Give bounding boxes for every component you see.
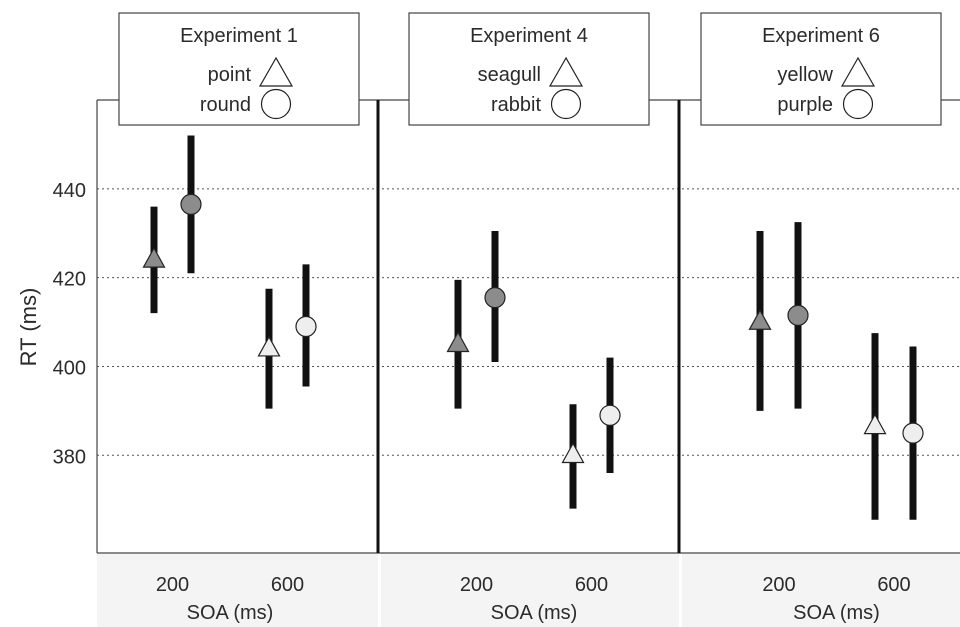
legend-title: Experiment 1 (180, 25, 298, 47)
legend-title: Experiment 6 (762, 25, 880, 47)
panel-1: 200 600 SOA (ms) Experiment 1 point round (118, 12, 360, 624)
x-tick-label: 600 (877, 574, 910, 596)
x-axis-title: SOA (ms) (187, 602, 274, 624)
legend-label: seagull (478, 64, 541, 86)
triangle-marker (863, 413, 887, 435)
triangle-marker (561, 442, 585, 464)
legend-label: rabbit (491, 94, 541, 116)
x-tick-label: 200 (460, 574, 493, 596)
legend-frame (118, 12, 360, 126)
y-axis-label: RT (ms) (16, 288, 41, 367)
circle-marker (295, 315, 317, 338)
circle-marker (787, 304, 809, 326)
x-axis-title: SOA (ms) (491, 602, 578, 624)
legend-box: Experiment 1 point round (118, 12, 360, 126)
legend-circle-icon (550, 88, 582, 120)
x-axis-strip (682, 554, 960, 627)
legend-triangle-icon (840, 56, 876, 87)
x-tick-label: 200 (762, 574, 795, 596)
circle-marker (484, 287, 506, 309)
y-tick-label: 380 (53, 446, 86, 468)
x-axis-title: SOA (ms) (793, 602, 880, 624)
legend-circle-icon (260, 88, 292, 120)
legend-label: purple (777, 94, 833, 116)
triangle-marker (142, 246, 166, 268)
x-axis-strip (381, 554, 679, 627)
x-tick-label: 600 (575, 574, 608, 596)
legend-triangle-icon (548, 56, 584, 87)
legend-circle-icon (842, 88, 874, 120)
legend-frame (408, 12, 650, 126)
legend-label: yellow (777, 64, 833, 86)
legend-label: round (200, 94, 251, 116)
x-tick-label: 600 (271, 574, 304, 596)
legend-box: Experiment 6 yellow purple (700, 12, 942, 126)
legend-triangle-icon (258, 56, 294, 87)
plot-area: 380 400 420 440 200 600 SOA (ms) Experiment 1 po… (53, 12, 960, 627)
legend-title: Experiment 4 (470, 25, 588, 47)
legend-frame (700, 12, 942, 126)
legend-box: Experiment 4 seagull rabbit (408, 12, 650, 126)
y-tick-label: 400 (53, 357, 86, 379)
legend-label: point (208, 64, 252, 86)
panel-3: 200 600 SOA (ms) Experiment 6 yellow purple (700, 12, 942, 624)
triangle-marker (748, 309, 772, 330)
y-tick-label: 440 (53, 180, 86, 202)
x-axis-strip (97, 554, 378, 627)
circle-marker (180, 193, 202, 215)
triangle-marker (257, 335, 281, 357)
x-tick-label: 200 (156, 574, 189, 596)
y-tick-label: 420 (53, 269, 86, 291)
circle-marker (902, 422, 924, 444)
triangle-marker (446, 331, 470, 353)
circle-marker (599, 404, 621, 426)
panel-2: 200 600 SOA (ms) Experiment 4 seagull rabbit (408, 12, 650, 624)
